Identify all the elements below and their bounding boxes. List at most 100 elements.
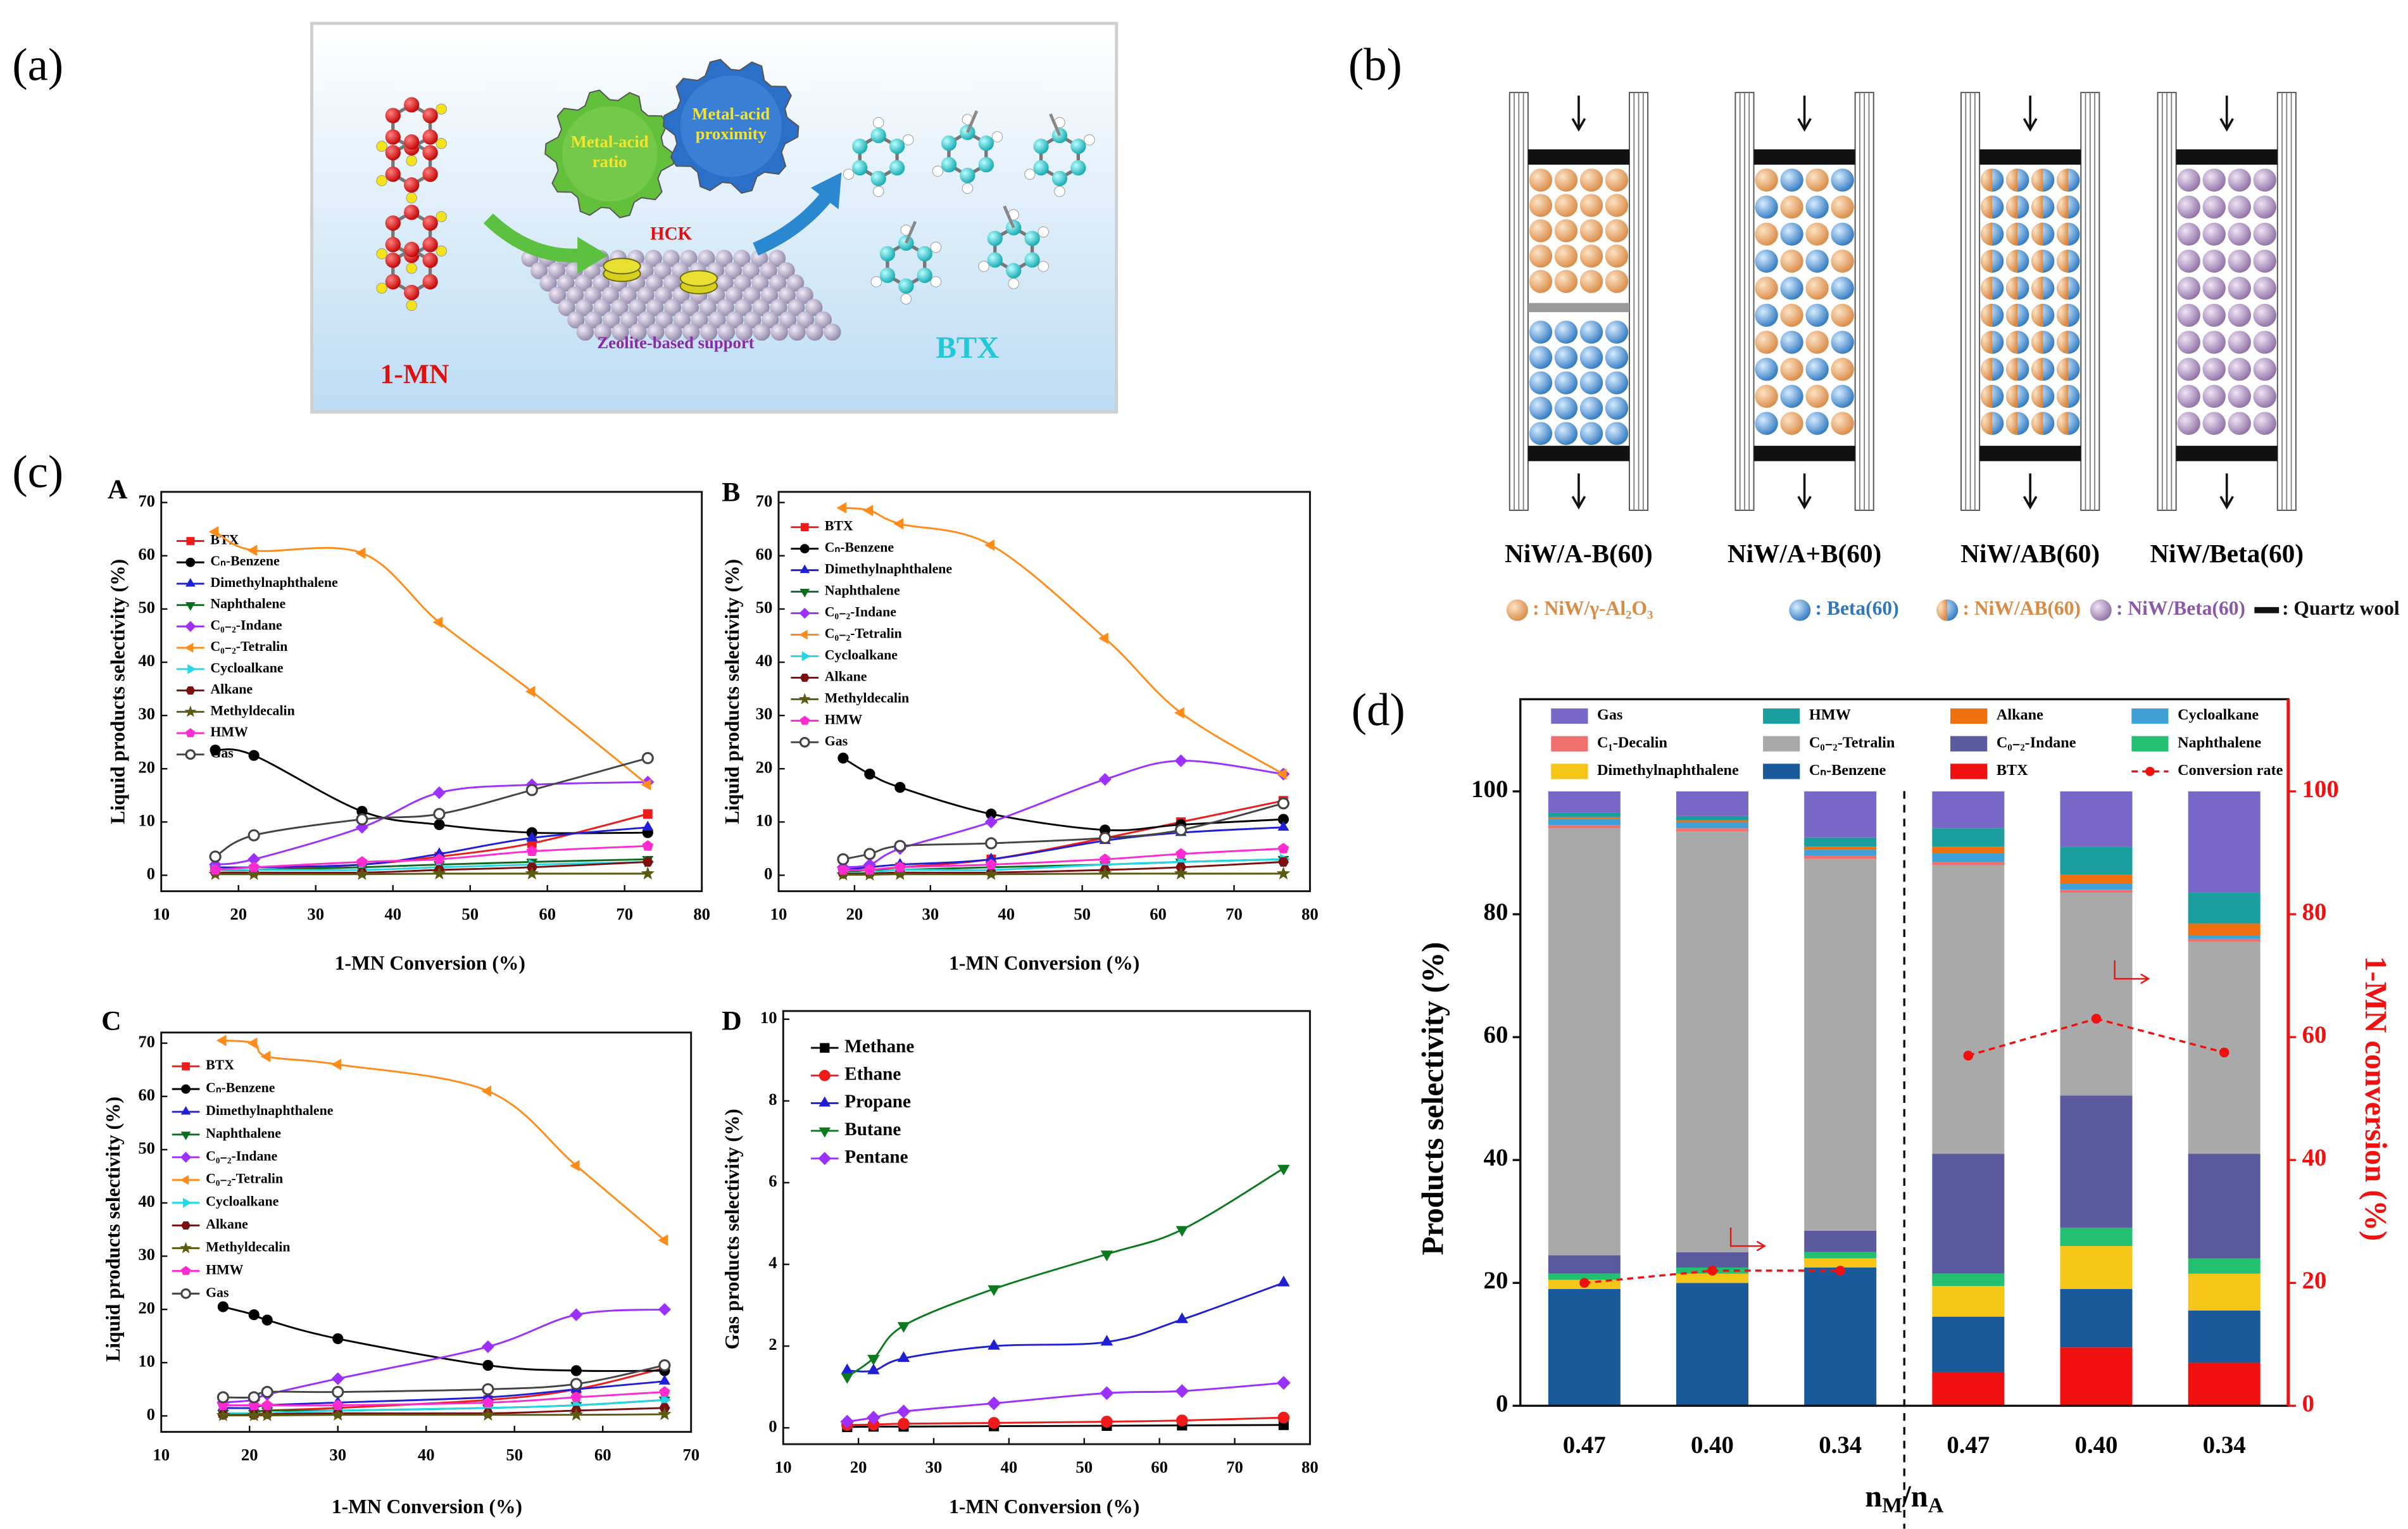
atom <box>1024 252 1040 268</box>
bar-segment <box>1804 791 1877 838</box>
bar-segment <box>1932 791 2005 829</box>
marker <box>642 821 654 831</box>
legend-label: Gas <box>1597 707 1622 724</box>
hydrogen <box>376 141 387 152</box>
support-atom <box>770 323 788 341</box>
sphere <box>2202 168 2226 192</box>
sphere <box>2202 222 2226 246</box>
bar-segment <box>2188 938 2261 942</box>
sphere <box>1805 276 1829 300</box>
support-atom <box>806 323 824 341</box>
sphere <box>1554 346 1578 369</box>
atom <box>879 246 896 261</box>
legend-label: Cycloalkane <box>825 647 898 662</box>
sphere <box>1554 244 1578 268</box>
conversion-point <box>1835 1266 1845 1276</box>
sphere-half <box>2031 195 2043 219</box>
sphere-half <box>1936 599 1948 621</box>
marker <box>658 1375 670 1385</box>
bar-segment <box>1548 817 1621 819</box>
sphere <box>1805 249 1829 273</box>
y-tick-label: 50 <box>756 598 773 617</box>
flow-arrow-head <box>2022 118 2038 132</box>
sphere <box>2228 168 2251 192</box>
marker <box>216 1408 230 1421</box>
hydrogen <box>872 186 884 198</box>
support-atom <box>787 299 805 317</box>
x-axis-label-part: n <box>1865 1480 1882 1513</box>
y-axis-label: Gas products selectivity (%) <box>721 1109 743 1349</box>
reactant-label: 1-MN <box>380 359 449 389</box>
gear-hub <box>561 106 658 202</box>
legend-marker <box>180 1242 192 1254</box>
marker <box>481 1340 494 1354</box>
marker <box>1099 831 1112 845</box>
marker <box>248 1309 260 1321</box>
legend-label: Dimethylnaphthalene <box>825 562 953 577</box>
y2-tick-label: 40 <box>2302 1144 2327 1171</box>
marker <box>1277 843 1289 853</box>
marker <box>1277 821 1289 831</box>
atom <box>1024 230 1040 246</box>
sphere <box>2202 276 2226 300</box>
marker <box>840 1414 855 1429</box>
panel-letter: D <box>722 1005 742 1036</box>
panel-label: (c) <box>12 446 63 497</box>
legend-label: BTX <box>206 1057 234 1073</box>
sphere <box>2228 276 2251 300</box>
y-tick-label: 40 <box>138 1192 155 1211</box>
sphere <box>2228 384 2251 408</box>
marker <box>260 1408 274 1421</box>
support-atom <box>682 323 700 341</box>
bar-segment <box>2188 936 2261 939</box>
legend-label: C₀₋₂-Indane <box>206 1148 277 1164</box>
x-tick-label: 30 <box>925 1457 943 1476</box>
sphere <box>1755 168 1778 192</box>
y-tick-label: 60 <box>138 1085 155 1104</box>
sphere-half <box>2031 222 2043 246</box>
bar-segment <box>2060 893 2133 1096</box>
marker <box>432 866 446 880</box>
sphere <box>1579 244 1603 268</box>
y-tick-label: 10 <box>760 1008 777 1027</box>
sphere-half <box>2031 276 2043 300</box>
atom <box>978 157 994 173</box>
atom <box>385 274 401 290</box>
legend-swatch <box>1950 708 1988 724</box>
sphere <box>1579 422 1603 445</box>
hydrogen <box>930 276 942 287</box>
hydrogen <box>1038 261 1049 272</box>
legend-marker <box>186 537 195 545</box>
support-atom <box>779 311 797 329</box>
marker <box>481 1085 492 1097</box>
y2-tick-label: 0 <box>2302 1390 2314 1417</box>
support-atom <box>796 311 815 329</box>
bar-segment <box>2060 890 2133 893</box>
x-tick-label: 0.40 <box>1691 1431 1734 1459</box>
legend-marker <box>820 1043 830 1053</box>
y-tick-label: 2 <box>768 1335 777 1354</box>
support-atom <box>715 249 733 267</box>
legend-label: C₀₋₂-Indane <box>1997 734 2076 751</box>
support-atom <box>743 286 761 304</box>
legend-swatch <box>2131 736 2169 752</box>
y-tick-label: 40 <box>1484 1144 1508 1171</box>
hydrogen <box>1024 168 1036 180</box>
legend-marker <box>185 728 196 738</box>
legend-swatch <box>1551 736 1588 752</box>
arrow-head <box>577 237 608 274</box>
x-tick-label: 80 <box>1301 1457 1319 1476</box>
quartz-wool <box>2176 446 2278 462</box>
bar-segment <box>2188 1154 2261 1259</box>
bar-segment <box>2188 1258 2261 1274</box>
marker <box>332 1399 344 1410</box>
y-tick-label: 30 <box>138 1245 155 1264</box>
atom <box>385 215 401 231</box>
sphere <box>2253 249 2276 273</box>
marker <box>863 848 876 860</box>
hydrogen <box>978 261 989 272</box>
hydrogen <box>903 134 914 146</box>
legend-label: Cycloalkane <box>2178 707 2259 724</box>
atom <box>941 157 957 173</box>
support-atom <box>824 323 841 341</box>
